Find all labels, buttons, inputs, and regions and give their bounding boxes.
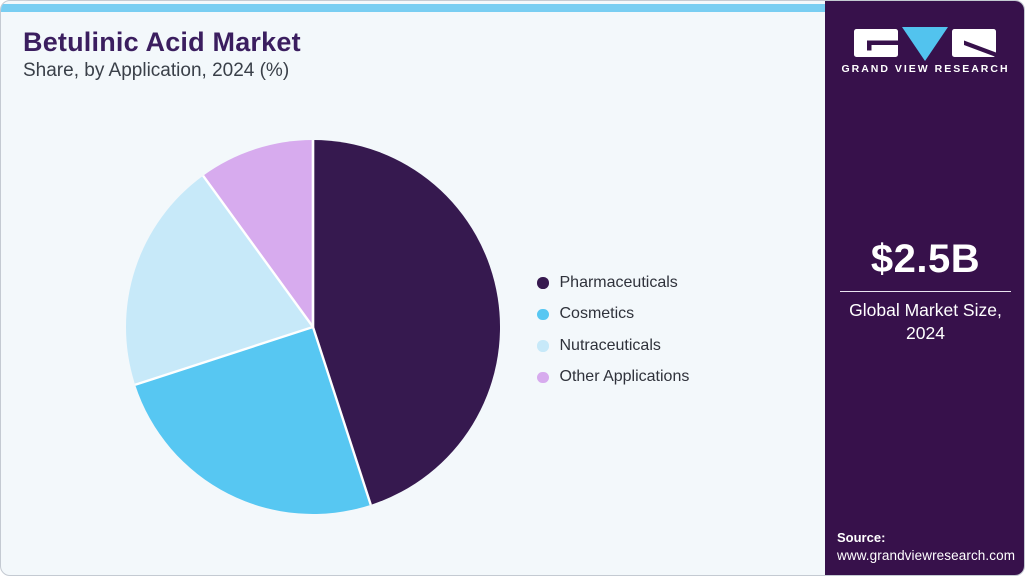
- slice-separator: [134, 325, 314, 386]
- divider: [840, 291, 1011, 292]
- legend-label: Cosmetics: [559, 305, 635, 323]
- pie-slice-cosmetics: [135, 327, 371, 515]
- chart-panel: Betulinic Acid Market Share, by Applicat…: [1, 1, 825, 575]
- legend-dot: [537, 340, 549, 352]
- pie-chart: [125, 140, 501, 515]
- accent-bar: [1, 4, 825, 12]
- logo-v-triangle: [902, 27, 948, 61]
- logo-g-block: [854, 29, 898, 57]
- legend: Pharmaceuticals Cosmetics Nutraceuticals Ot…: [537, 267, 689, 393]
- source-url: www.grandviewresearch.com: [837, 548, 1016, 563]
- legend-dot: [537, 308, 549, 320]
- market-size-value: $2.5B: [870, 237, 981, 281]
- page-subtitle: Share, by Application, 2024 (%): [23, 60, 290, 81]
- legend-label: Nutraceuticals: [559, 336, 661, 354]
- pie-slice-other-applications: [203, 140, 313, 327]
- source-label: Source:: [837, 530, 886, 545]
- gvr-logo: [854, 27, 996, 61]
- legend-item-pharmaceuticals: Pharmaceuticals: [537, 267, 689, 299]
- market-size-block: $2.5B Global Market Size, 2024: [825, 237, 1024, 345]
- legend-item-nutraceuticals: Nutraceuticals: [537, 330, 689, 362]
- logo-r-block: [952, 29, 996, 57]
- pie-slice-pharmaceuticals: [313, 140, 501, 505]
- brand-name: GRAND VIEW RESEARCH: [841, 63, 1010, 75]
- market-size-label: Global Market Size, 2024: [849, 300, 1002, 344]
- slice-separator: [311, 326, 372, 506]
- legend-item-other-applications: Other Applications: [537, 362, 689, 394]
- slice-separator: [202, 175, 314, 328]
- pie-slice-nutraceuticals: [125, 175, 313, 385]
- source-block: Source: www.grandviewresearch.com: [837, 530, 1015, 563]
- page-title: Betulinic Acid Market: [23, 27, 301, 57]
- legend-label: Pharmaceuticals: [559, 273, 678, 291]
- legend-label: Other Applications: [559, 368, 690, 386]
- legend-dot: [537, 371, 549, 383]
- legend-dot: [537, 277, 549, 289]
- legend-item-cosmetics: Cosmetics: [537, 299, 689, 331]
- brand-sidebar: GRAND VIEW RESEARCH $2.5B Global Market …: [825, 1, 1024, 575]
